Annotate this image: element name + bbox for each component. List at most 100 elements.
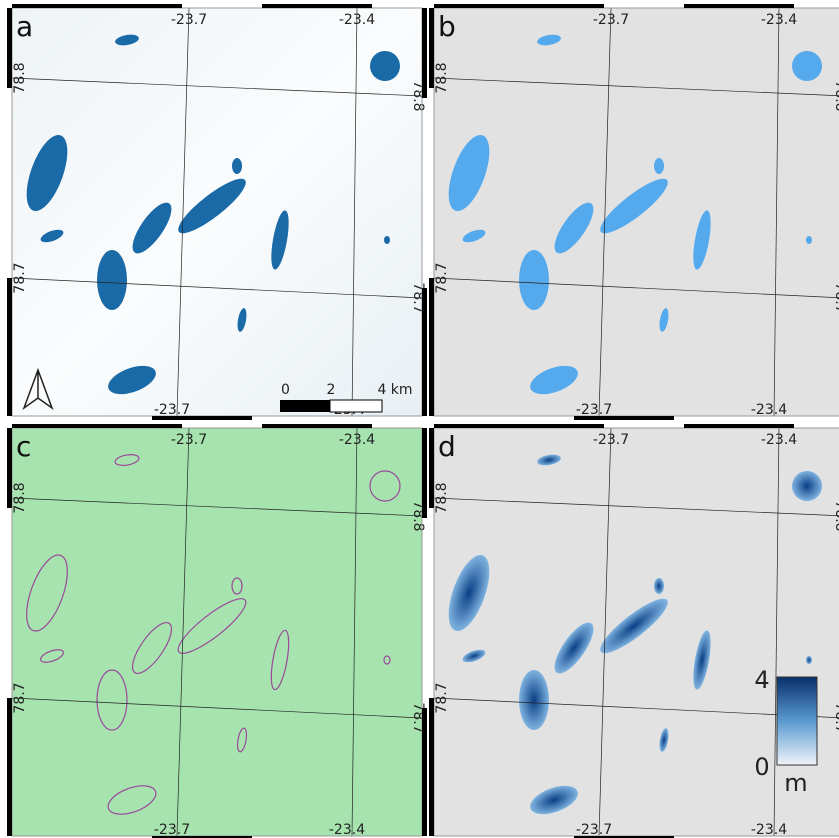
lake bbox=[383, 655, 391, 665]
lake bbox=[659, 308, 669, 332]
map-background bbox=[12, 428, 422, 836]
longitude-label: -23.7 bbox=[171, 12, 207, 28]
scale-bar-label: 4 km bbox=[377, 382, 412, 398]
graticule-line bbox=[11, 697, 423, 719]
lake bbox=[270, 629, 290, 691]
lake bbox=[600, 598, 668, 654]
lake bbox=[232, 158, 242, 174]
lake bbox=[177, 598, 247, 654]
lake bbox=[462, 649, 486, 663]
graticule-line bbox=[433, 77, 839, 97]
lake bbox=[537, 34, 561, 46]
longitude-label: -23.4 bbox=[339, 432, 375, 448]
frame-segment bbox=[152, 836, 252, 838]
frame-segment bbox=[262, 424, 372, 428]
scale-bar-label: 0 bbox=[281, 382, 290, 398]
graticule-line bbox=[598, 7, 612, 417]
graticule-line bbox=[433, 697, 839, 719]
map-panel: -23.7 -23.7 78.8 78.8 -23.4 -23.4 78.7 78.7 b bbox=[429, 4, 839, 420]
lake bbox=[115, 34, 139, 46]
longitude-label: -23.4 bbox=[761, 432, 797, 448]
graticule-line bbox=[433, 497, 839, 517]
lake bbox=[108, 365, 156, 395]
colorbar-min: 0 bbox=[754, 753, 769, 781]
panel-label: a bbox=[16, 10, 33, 43]
lake bbox=[659, 728, 669, 752]
longitude-label: -23.7 bbox=[576, 822, 612, 838]
graticule-line bbox=[773, 427, 780, 837]
scale-bar-white bbox=[329, 399, 383, 413]
lake bbox=[97, 250, 127, 310]
scale-bar-label: 2 bbox=[327, 382, 336, 398]
frame-segment bbox=[152, 416, 252, 420]
frame-segment bbox=[429, 428, 434, 508]
frame-segment bbox=[422, 428, 427, 518]
latitude-label: 78.8 bbox=[12, 62, 28, 93]
frame-segment bbox=[7, 428, 12, 508]
latitude-label: 78.7 bbox=[434, 262, 450, 293]
lake bbox=[448, 555, 490, 631]
lake bbox=[806, 236, 812, 244]
frame-segment bbox=[422, 8, 427, 98]
lake bbox=[384, 236, 390, 244]
frame-segment bbox=[434, 424, 604, 428]
panels: -23.7 -23.7 78.8 78.8 -23.4 -23.4 78.7 78.7 a 0 2 4… bbox=[7, 4, 839, 838]
lake bbox=[96, 669, 128, 731]
lake bbox=[26, 135, 68, 211]
lake bbox=[236, 727, 248, 753]
lake bbox=[554, 202, 594, 254]
lake bbox=[806, 656, 812, 664]
frame-segment bbox=[684, 424, 794, 428]
frame-segment bbox=[574, 416, 674, 420]
lake bbox=[654, 578, 664, 594]
longitude-label: -23.7 bbox=[593, 12, 629, 28]
panel-label: d bbox=[438, 430, 456, 463]
panel-label: c bbox=[16, 430, 31, 463]
graticule-line bbox=[351, 427, 358, 837]
lake bbox=[271, 210, 289, 270]
graticule-line bbox=[11, 77, 423, 97]
longitude-label: -23.4 bbox=[751, 822, 787, 838]
frame-segment bbox=[12, 424, 182, 428]
longitude-label: -23.4 bbox=[339, 12, 375, 28]
graticule-line bbox=[351, 7, 358, 417]
frame-segment bbox=[7, 698, 12, 836]
graticule-line bbox=[176, 427, 190, 837]
frame-segment bbox=[422, 288, 427, 416]
lake bbox=[537, 454, 561, 466]
graticule-line bbox=[11, 497, 423, 517]
lake bbox=[107, 785, 157, 815]
frame-segment bbox=[429, 698, 434, 836]
lake bbox=[600, 178, 668, 234]
longitude-label: -23.4 bbox=[329, 822, 365, 838]
latitude-label: 78.7 bbox=[12, 262, 28, 293]
lake bbox=[132, 202, 172, 254]
map-panel: -23.7 -23.7 78.8 78.8 -23.4 -23.4 78.7 78.7 d 4 0m bbox=[429, 424, 839, 838]
lake bbox=[237, 308, 247, 332]
lake bbox=[114, 454, 140, 466]
lake bbox=[530, 365, 578, 395]
lake bbox=[369, 470, 401, 502]
lake bbox=[554, 622, 594, 674]
lake bbox=[178, 178, 246, 234]
lake bbox=[40, 229, 64, 243]
graticule-line bbox=[176, 7, 190, 417]
longitude-label: -23.7 bbox=[593, 432, 629, 448]
latitude-label: 78.8 bbox=[434, 482, 450, 513]
scale-bar-black bbox=[280, 400, 330, 412]
graticule-line bbox=[433, 277, 839, 299]
lake bbox=[370, 51, 400, 81]
longitude-label: -23.4 bbox=[751, 402, 787, 418]
frame-segment bbox=[684, 4, 794, 8]
latitude-label: 78.7 bbox=[832, 702, 839, 733]
frame-segment bbox=[574, 836, 674, 838]
colorbar-unit: m bbox=[784, 769, 807, 797]
graticule-line bbox=[773, 7, 780, 417]
graticule-line bbox=[598, 427, 612, 837]
lake bbox=[792, 471, 822, 501]
lake bbox=[448, 135, 490, 211]
longitude-label: -23.7 bbox=[576, 402, 612, 418]
latitude-label: 78.8 bbox=[434, 62, 450, 93]
panel-label: b bbox=[438, 10, 456, 43]
